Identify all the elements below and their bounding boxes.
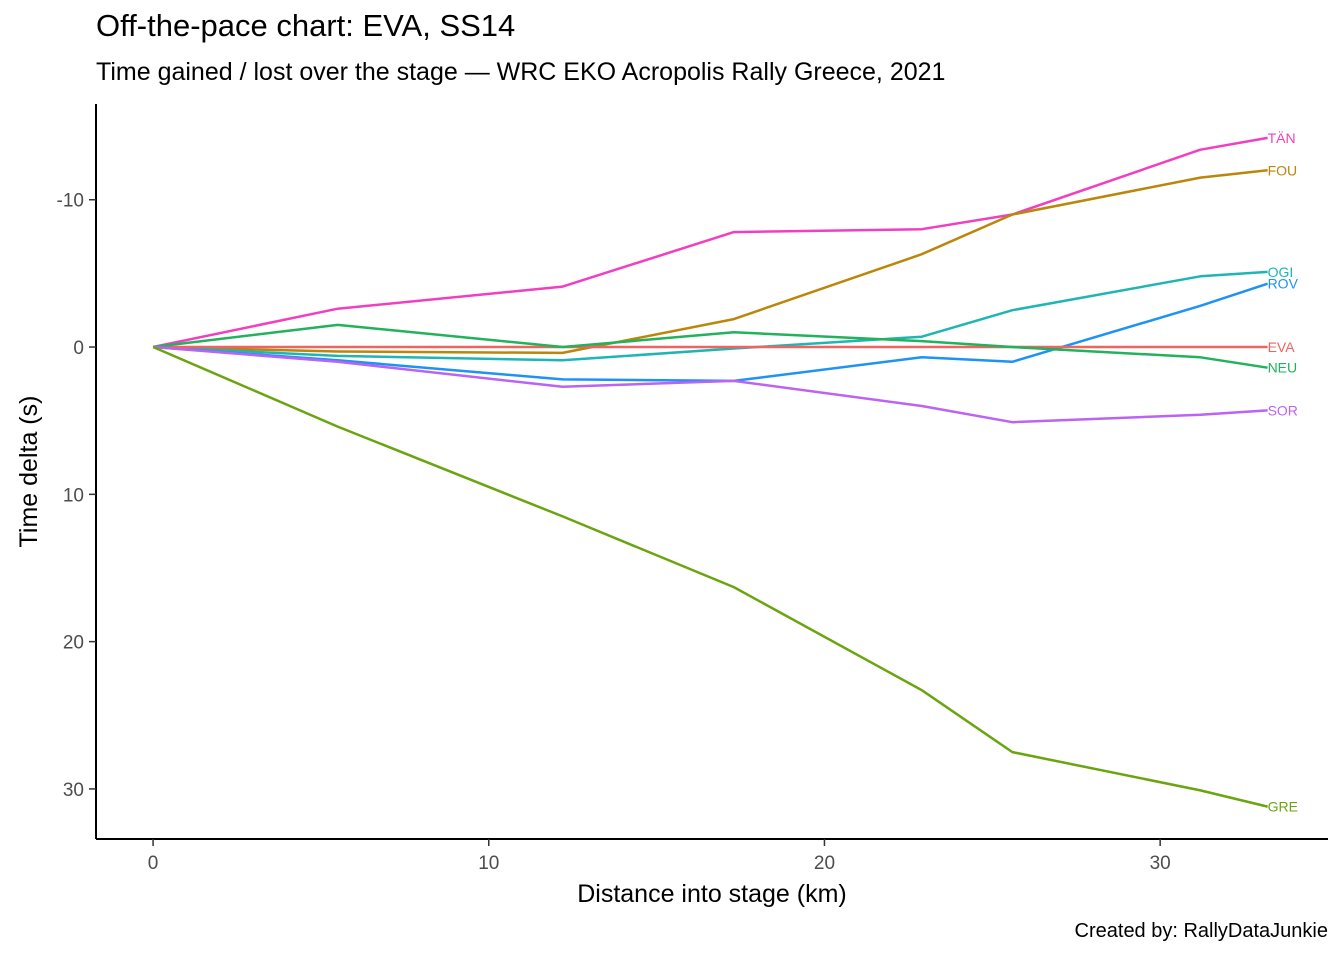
series-end-label: TÄN [1268, 130, 1296, 146]
series-end-label: SOR [1268, 402, 1298, 418]
y-tick-label: -10 [57, 191, 84, 212]
series-end-label: EVA [1268, 339, 1296, 355]
series-end-label: FOU [1268, 162, 1298, 178]
y-tick-label: 30 [63, 780, 84, 801]
series-line-rov [153, 282, 1268, 383]
y-axis-title: Time delta (s) [15, 396, 43, 548]
chart-subtitle: Time gained / lost over the stage — WRC … [96, 58, 946, 86]
series-line-gre [152, 345, 1268, 808]
chart-caption: Created by: RallyDataJunkie [1074, 920, 1328, 942]
series-end-label: OGI [1268, 264, 1294, 280]
series-line-ogi [153, 270, 1268, 362]
x-axis-ticks: 0 10 20 30 [148, 839, 1171, 874]
x-axis-title: Distance into stage (km) [577, 880, 847, 908]
series-line-fou [153, 169, 1268, 355]
series-line-sor [153, 345, 1268, 424]
series-layer [152, 136, 1268, 808]
x-tick-label: 10 [478, 853, 499, 874]
series-end-label: ROV [1268, 276, 1299, 292]
series-end-label: NEU [1268, 360, 1298, 376]
series-end-label: GRE [1268, 799, 1298, 815]
y-tick-label: 10 [63, 485, 84, 506]
y-tick-label: 20 [63, 633, 84, 654]
x-tick-label: 20 [814, 853, 835, 874]
x-tick-label: 30 [1150, 853, 1171, 874]
series-line-neu [152, 323, 1268, 369]
x-tick-label: 0 [148, 853, 159, 874]
y-tick-label: 0 [73, 338, 84, 359]
chart-title: Off-the-pace chart: EVA, SS14 [96, 8, 516, 43]
y-axis-ticks: -10 0 10 20 30 [57, 191, 96, 801]
series-line-tän [152, 136, 1268, 349]
